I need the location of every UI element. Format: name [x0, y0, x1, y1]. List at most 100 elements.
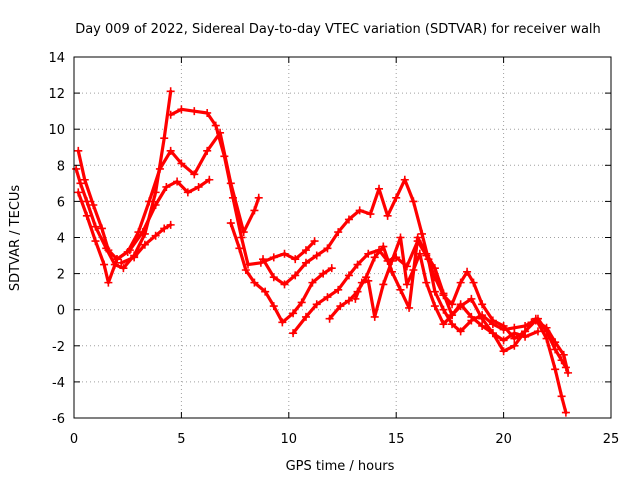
data-point — [323, 293, 332, 302]
data-point — [151, 201, 160, 210]
data-point — [312, 251, 321, 260]
series-line — [353, 235, 540, 342]
series-track-9 — [325, 233, 573, 377]
data-point — [409, 197, 418, 206]
data-point — [308, 278, 317, 287]
data-point — [478, 321, 487, 330]
data-point — [130, 253, 139, 262]
x-tick-label: 0 — [70, 432, 78, 447]
data-point — [325, 314, 334, 323]
data-point — [463, 267, 472, 276]
y-tick-label: 4 — [57, 232, 65, 247]
series-line — [261, 178, 568, 370]
x-axis-label: GPS time / hours — [286, 459, 395, 474]
data-point — [400, 175, 409, 184]
data-point — [533, 327, 542, 336]
data-point — [379, 280, 388, 289]
series-line — [76, 178, 211, 285]
data-point — [336, 302, 345, 311]
y-tick-label: 10 — [48, 123, 65, 138]
data-point — [430, 264, 439, 273]
data-point — [334, 285, 343, 294]
data-point — [439, 305, 448, 314]
data-point — [310, 237, 319, 246]
data-point — [269, 253, 278, 262]
x-tick-label: 20 — [495, 432, 512, 447]
data-point — [469, 278, 478, 287]
data-point — [392, 193, 401, 202]
data-point — [478, 300, 487, 309]
data-point — [226, 219, 235, 228]
data-point — [510, 329, 519, 338]
y-tick-label: 12 — [48, 87, 65, 102]
series-line — [74, 89, 173, 270]
grid-lines — [74, 57, 611, 418]
data-point — [119, 264, 128, 273]
data-point — [104, 246, 113, 255]
data-point — [74, 188, 83, 197]
y-axis-label: SDTVAR / TECUs — [8, 185, 23, 292]
data-point — [415, 249, 424, 258]
data-point — [344, 271, 353, 280]
data-point — [241, 265, 250, 274]
data-point — [177, 105, 186, 114]
data-point — [417, 229, 426, 238]
data-point — [89, 201, 98, 210]
data-point — [235, 244, 244, 253]
data-point — [82, 197, 91, 206]
data-point — [203, 146, 212, 155]
data-point — [76, 179, 85, 188]
data-point — [117, 258, 126, 267]
series-line — [169, 107, 317, 267]
data-point — [499, 321, 508, 330]
data-point — [488, 329, 497, 338]
data-point — [366, 210, 375, 219]
data-point — [357, 278, 366, 287]
data-point — [220, 152, 229, 161]
data-point — [364, 249, 373, 258]
data-point — [456, 327, 465, 336]
data-point — [370, 312, 379, 321]
data-point — [112, 255, 121, 264]
data-series — [72, 87, 573, 417]
data-point — [301, 258, 310, 267]
data-point — [280, 280, 289, 289]
axis-ticks — [73, 56, 612, 419]
chart-title: Day 009 of 2022, Sidereal Day-to-day VTE… — [75, 22, 601, 37]
data-point — [551, 365, 560, 374]
data-point — [327, 264, 336, 273]
data-point — [269, 302, 278, 311]
data-point — [160, 134, 169, 143]
data-point — [301, 246, 310, 255]
data-point — [375, 184, 384, 193]
data-point — [351, 294, 360, 303]
data-point — [237, 233, 246, 242]
data-point — [402, 280, 411, 289]
data-point — [467, 294, 476, 303]
data-point — [211, 121, 220, 130]
data-point — [387, 256, 396, 265]
data-point — [542, 323, 551, 332]
data-point — [82, 211, 91, 220]
data-point — [396, 285, 405, 294]
data-point — [254, 193, 263, 202]
data-point — [319, 269, 328, 278]
data-point — [91, 237, 100, 246]
data-point — [289, 329, 298, 338]
data-point — [80, 175, 89, 184]
data-point — [531, 316, 540, 325]
data-point — [430, 287, 439, 296]
data-point — [488, 316, 497, 325]
data-point — [559, 350, 568, 359]
data-point — [166, 87, 175, 96]
data-point — [160, 224, 169, 233]
data-point — [72, 164, 81, 173]
data-point — [140, 240, 149, 249]
data-point — [499, 347, 508, 356]
data-point — [91, 222, 100, 231]
data-point — [250, 206, 259, 215]
series-track-3 — [74, 175, 214, 287]
data-point — [557, 392, 566, 401]
data-point — [439, 289, 448, 298]
data-point — [203, 108, 212, 117]
